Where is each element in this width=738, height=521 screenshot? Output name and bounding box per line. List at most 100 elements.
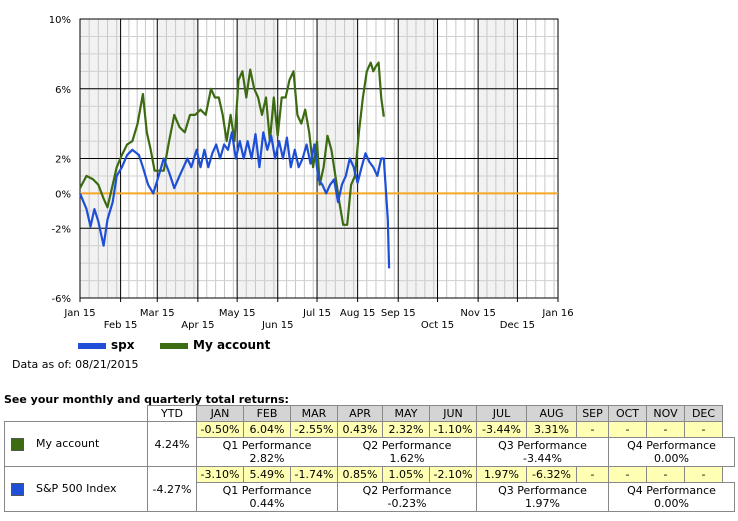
month-header-dec: DEC (684, 405, 723, 422)
quarter-performance-q4: Q4 Performance 0.00% (608, 482, 735, 512)
row-label: S&P 500 Index (36, 482, 117, 496)
quarter-row: Q1 Performance 0.44% Q2 Performance -0.23% Q… (5, 482, 735, 512)
monthly-value-jun: -1.10% (429, 421, 477, 438)
legend-item-my-account: My account (160, 338, 270, 352)
monthly-value-aug: 3.31% (526, 421, 577, 438)
table-header-row: YTD JAN FEB MAR APR MAY JUN JUL AUG SEP OCT NOV DEC (4, 405, 735, 422)
monthly-value-sep: - (576, 421, 609, 438)
quarter-value: 1.62% (389, 452, 425, 465)
quarter-value: -3.44% (523, 452, 562, 465)
month-header-jul: JUL (476, 405, 527, 422)
quarter-performance-q4: Q4 Performance 0.00% (608, 437, 735, 467)
legend-swatch-my-account (160, 342, 188, 349)
x-tick-label: Jul 15 (302, 308, 331, 319)
month-header-oct: OCT (608, 405, 647, 422)
data-as-of: Data as of: 08/21/2015 (12, 358, 139, 371)
y-tick-label: -6% (52, 294, 71, 305)
x-tick-label: Nov 15 (460, 308, 495, 319)
monthly-value-jul: 1.97% (476, 466, 527, 483)
month-header-feb: FEB (243, 405, 291, 422)
row-name-my-account: My account (4, 421, 148, 467)
chart-lines (78, 61, 391, 269)
row-ytd-my-account: 4.24% (147, 421, 197, 467)
table-row: S&P 500 Index -4.27% -3.10% 5.49% -1.74% 0.85… (4, 466, 735, 512)
month-header-jan: JAN (196, 405, 244, 422)
quarter-value: 0.44% (249, 497, 285, 510)
quarter-label: Q4 Performance (627, 439, 716, 452)
quarter-label: Q1 Performance (222, 439, 312, 452)
performance-chart: 10% 6% 2% 0% -2% -6% Jan 15 Mar 15 May 15 Jul 15… (49, 15, 574, 331)
quarter-performance-q2: Q2 Performance -0.23% (337, 482, 477, 512)
x-tick-label: Feb 15 (104, 320, 138, 331)
y-tick-label: -2% (52, 224, 71, 235)
x-tick-label: Aug 15 (340, 308, 375, 319)
quarter-row: Q1 Performance 2.82% Q2 Performance 1.62% Q3… (5, 437, 735, 467)
x-axis-ticks: Jan 15 Mar 15 May 15 Jul 15 Aug 15 Sep 15 Nov … (63, 308, 573, 331)
y-tick-label: 2% (55, 155, 71, 166)
row-name-sp500: S&P 500 Index (4, 466, 148, 512)
monthly-value-jul: -3.44% (476, 421, 527, 438)
quarter-performance-q3: Q3 Performance -3.44% (476, 437, 609, 467)
quarter-value: 0.00% (654, 497, 689, 510)
legend-label-my-account: My account (193, 338, 271, 352)
quarter-label: Q4 Performance (627, 484, 716, 497)
monthly-value-mar: -1.74% (290, 466, 338, 483)
quarter-performance-q1: Q1 Performance 0.44% (196, 482, 338, 512)
quarter-value: 2.82% (249, 452, 285, 465)
monthly-value-jun: -2.10% (429, 466, 477, 483)
quarter-value: 1.97% (525, 497, 560, 510)
quarter-label: Q3 Performance (498, 439, 587, 452)
series-line-spx (78, 131, 391, 269)
monthly-value-feb: 5.49% (243, 466, 291, 483)
legend-item-spx: spx (78, 338, 134, 352)
quarter-label: Q2 Performance (362, 484, 452, 497)
monthly-value-nov: - (646, 421, 685, 438)
month-header-aug: AUG (526, 405, 577, 422)
x-tick-label: Jun 15 (261, 320, 294, 331)
legend-label-spx: spx (111, 338, 135, 352)
row-color-swatch (11, 482, 24, 496)
y-axis-ticks: 10% 6% 2% 0% -2% -6% (49, 15, 71, 305)
monthly-value-feb: 6.04% (243, 421, 291, 438)
x-tick-label: May 15 (219, 308, 256, 319)
y-tick-label: 6% (55, 85, 71, 96)
returns-heading: See your monthly and quarterly total ret… (4, 393, 289, 406)
monthly-value-may: 1.05% (382, 466, 430, 483)
returns-table: YTD JAN FEB MAR APR MAY JUN JUL AUG SEP OCT NOV DEC M… (4, 405, 735, 512)
monthly-value-mar: -2.55% (290, 421, 338, 438)
quarter-label: Q3 Performance (498, 484, 587, 497)
month-header-apr: APR (337, 405, 383, 422)
month-header-mar: MAR (290, 405, 338, 422)
quarter-performance-q3: Q3 Performance 1.97% (476, 482, 609, 512)
quarter-performance-q2: Q2 Performance 1.62% (337, 437, 477, 467)
plot-frame (79, 18, 559, 299)
monthly-value-aug: -6.32% (526, 466, 577, 483)
monthly-value-sep: - (576, 466, 609, 483)
row-label: My account (36, 437, 100, 451)
month-header-may: MAY (382, 405, 430, 422)
monthly-value-oct: - (608, 466, 647, 483)
x-tick-label: Sep 15 (381, 308, 416, 319)
header-blank (4, 405, 148, 422)
x-tick-label: Dec 15 (500, 320, 535, 331)
month-header-jun: JUN (429, 405, 477, 422)
ytd-header: YTD (147, 405, 197, 422)
x-tick-label: Mar 15 (140, 308, 175, 319)
monthly-value-oct: - (608, 421, 647, 438)
table-row: My account 4.24% -0.50% 6.04% -2.55% 0.43% 2.3… (4, 421, 735, 467)
monthly-value-dec: - (684, 421, 723, 438)
x-tick-label: Jan 15 (63, 308, 95, 319)
monthly-value-dec: - (684, 466, 723, 483)
x-tick-label: Oct 15 (421, 320, 454, 331)
quarter-value: 0.00% (654, 452, 689, 465)
quarter-label: Q1 Performance (222, 484, 312, 497)
series-line-my-account (79, 61, 385, 226)
y-tick-label: 10% (49, 15, 71, 26)
returns-table-body: YTD JAN FEB MAR APR MAY JUN JUL AUG SEP OCT NOV DEC M… (4, 405, 735, 512)
row-ytd-sp500: -4.27% (147, 466, 197, 512)
monthly-value-may: 2.32% (382, 421, 430, 438)
x-tick-label: Apr 15 (181, 320, 214, 331)
quarter-value: -0.23% (387, 497, 427, 510)
chart-grid (79, 18, 559, 302)
month-header-nov: NOV (646, 405, 685, 422)
